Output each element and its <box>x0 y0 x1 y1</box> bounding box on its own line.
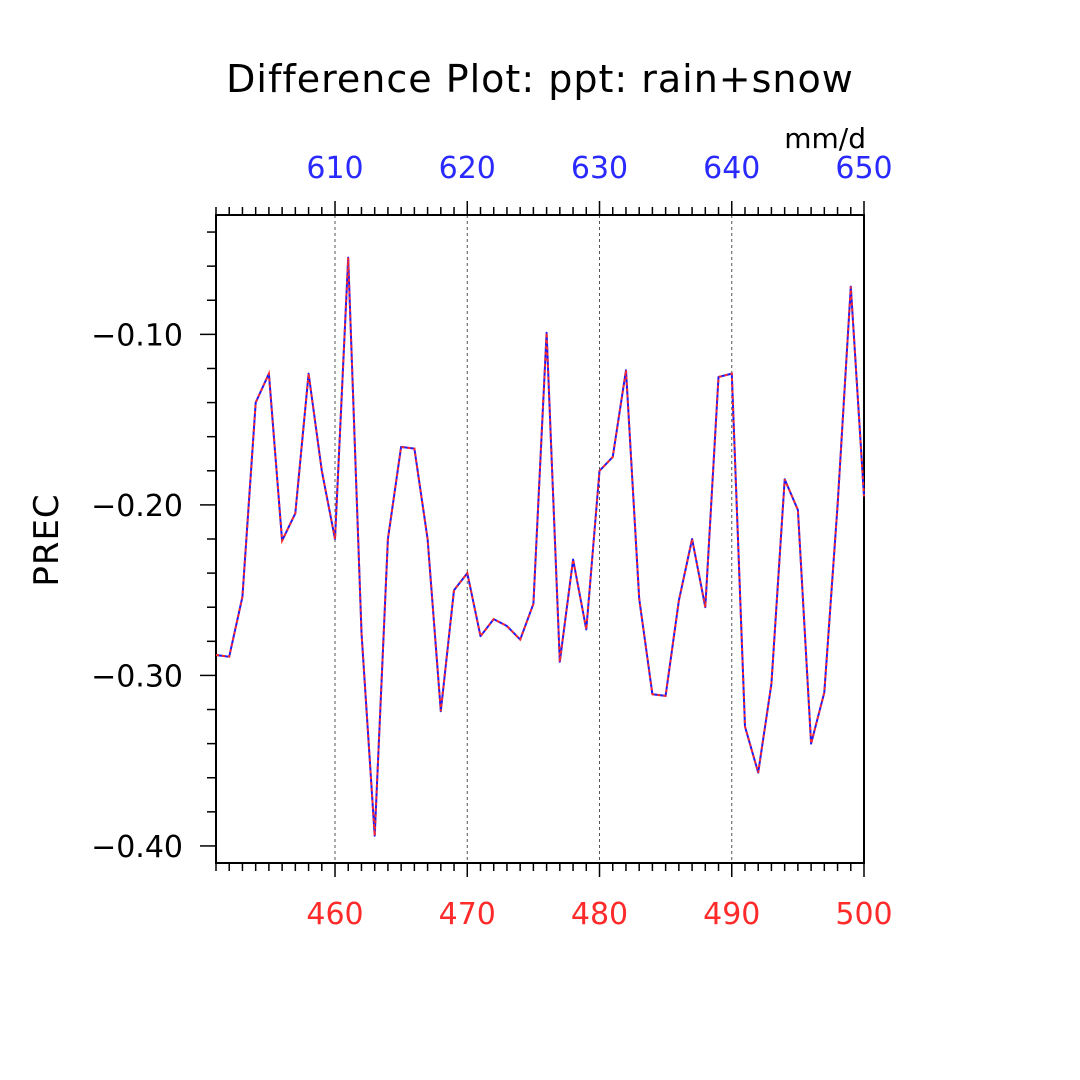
data-point-500 <box>863 495 866 498</box>
data-points <box>215 256 866 837</box>
data-point-472 <box>492 618 495 621</box>
data-point-485 <box>664 694 667 697</box>
data-point-481 <box>611 456 614 459</box>
data-point-492 <box>757 771 760 774</box>
data-point-466 <box>413 447 416 450</box>
data-point-453 <box>241 596 244 599</box>
bottom-axis-labels: 460 470 480 490 500 <box>306 897 892 932</box>
data-point-462 <box>360 631 363 634</box>
data-point-457 <box>294 512 297 515</box>
data-point-477 <box>558 660 561 663</box>
data-point-455 <box>267 372 270 375</box>
data-point-498 <box>836 503 839 506</box>
data-point-497 <box>823 691 826 694</box>
series-line-dashed <box>215 257 865 836</box>
x-tick-label-480: 480 <box>571 897 628 932</box>
data-point-460 <box>334 538 337 541</box>
data-point-476 <box>545 331 548 334</box>
data-point-488 <box>704 606 707 609</box>
data-point-474 <box>519 638 522 641</box>
data-point-489 <box>717 376 720 379</box>
data-point-461 <box>347 256 350 259</box>
data-point-478 <box>572 558 575 561</box>
data-point-471 <box>479 635 482 638</box>
x2-tick-label-610: 610 <box>306 151 363 186</box>
chart-title: Difference Plot: ppt: rain+snow <box>226 57 854 101</box>
data-point-494 <box>783 478 786 481</box>
units-label: mm/d <box>784 122 866 155</box>
x-tick-label-500: 500 <box>835 897 892 932</box>
series-line-solid <box>215 256 865 837</box>
y-axis-label: PREC <box>27 493 67 586</box>
data-point-463 <box>373 834 376 837</box>
plot-frame <box>215 214 865 864</box>
axis-ticks <box>200 201 865 877</box>
data-point-475 <box>532 602 535 605</box>
data-point-456 <box>281 539 284 542</box>
x2-tick-label-630: 630 <box>571 151 628 186</box>
top-axis-labels: 610 620 630 640 650 <box>306 151 892 186</box>
data-point-465 <box>400 445 403 448</box>
data-point-464 <box>386 538 389 541</box>
x-tick-label-490: 490 <box>703 897 760 932</box>
data-point-480 <box>598 469 601 472</box>
x2-tick-label-650: 650 <box>835 151 892 186</box>
grid-lines <box>334 215 733 863</box>
data-point-495 <box>796 509 799 512</box>
data-point-473 <box>505 625 508 628</box>
data-point-482 <box>625 369 628 372</box>
data-point-490 <box>730 372 733 375</box>
data-point-484 <box>651 693 654 696</box>
x2-tick-label-640: 640 <box>703 151 760 186</box>
data-point-452 <box>228 655 231 658</box>
x2-tick-label-620: 620 <box>439 151 496 186</box>
y-tick-label-3: −0.40 <box>91 830 183 865</box>
data-point-454 <box>254 401 257 404</box>
data-point-451 <box>215 654 218 657</box>
data-point-458 <box>307 372 310 375</box>
y-tick-label-1: −0.20 <box>91 489 183 524</box>
data-point-470 <box>466 572 469 575</box>
y-tick-label-2: −0.30 <box>91 659 183 694</box>
y-tick-label-0: −0.10 <box>91 318 183 353</box>
x-tick-label-460: 460 <box>306 897 363 932</box>
data-point-459 <box>320 469 323 472</box>
data-point-499 <box>849 285 852 288</box>
data-point-467 <box>426 538 429 541</box>
data-point-496 <box>810 742 813 745</box>
x-tick-label-470: 470 <box>439 897 496 932</box>
data-point-469 <box>453 589 456 592</box>
data-point-468 <box>439 710 442 713</box>
data-point-491 <box>744 725 747 728</box>
series-lines <box>215 256 865 837</box>
left-axis-labels: −0.10 −0.20 −0.30 −0.40 <box>91 318 183 865</box>
data-point-487 <box>691 538 694 541</box>
data-point-479 <box>585 628 588 631</box>
data-point-493 <box>770 682 773 685</box>
data-point-486 <box>677 599 680 602</box>
data-point-483 <box>638 597 641 600</box>
